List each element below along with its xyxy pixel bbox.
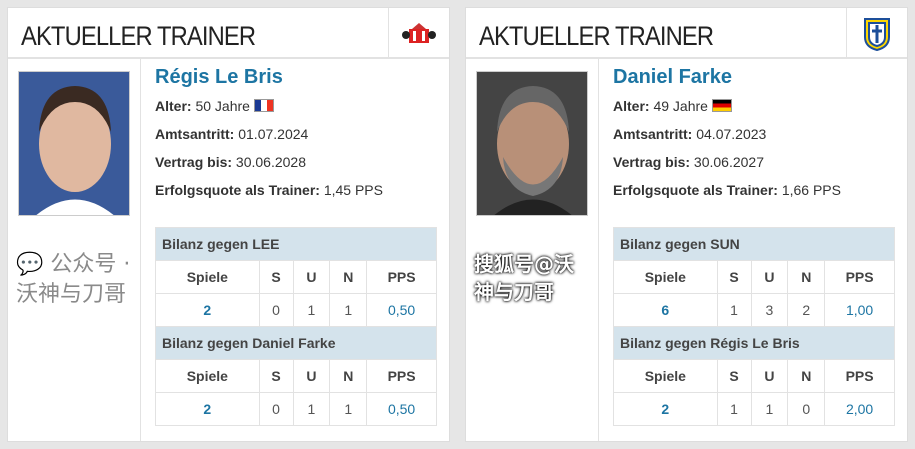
column-header: S [258, 260, 294, 294]
table-section-header: Bilanz gegen Régis Le Bris [613, 326, 895, 360]
trainer-info: Daniel Farke Alter: 49 Jahre Amtsantritt… [613, 66, 897, 207]
age-row: Alter: 49 Jahre [613, 95, 897, 123]
contract-row: Vertrag bis: 30.06.2028 [155, 154, 306, 170]
card-title: AKTUELLER TRAINER [479, 21, 714, 51]
column-header: U [750, 359, 789, 393]
card-title: AKTUELLER TRAINER [21, 21, 256, 51]
trainer-name[interactable]: Régis Le Bris [155, 66, 283, 88]
photo-column [466, 59, 599, 441]
column-header: Spiele [613, 260, 718, 294]
table-section-header: Bilanz gegen Daniel Farke [155, 326, 437, 360]
table-cell[interactable]: 0,50 [366, 293, 437, 327]
age-row: Alter: 50 Jahre [155, 95, 439, 123]
table-column-headers: Spiele S U N PPS [155, 260, 437, 294]
table-row: 2 0 1 1 0,50 [155, 392, 437, 426]
table-row: 2 1 1 0 2,00 [613, 392, 895, 426]
column-header: N [787, 260, 826, 294]
table-cell: 1 [292, 293, 331, 327]
trainer-info: Régis Le Bris Alter: 50 Jahre Amtsantrit… [155, 66, 439, 207]
column-header: Spiele [613, 359, 718, 393]
column-header: Spiele [155, 260, 260, 294]
photo-column [8, 59, 141, 441]
head-to-head-table: Bilanz gegen SUN Spiele S U N PPS 6 1 3 2 1,00 Bila… [613, 227, 895, 426]
table-cell[interactable]: 0,50 [366, 392, 437, 426]
trainer-card: AKTUELLER TRAINER Daniel Farke Alter: 49… [465, 7, 908, 442]
success-rate-row: Erfolgsquote als Trainer: 1,45 PPS [155, 182, 383, 198]
column-header: PPS [824, 359, 895, 393]
table-cell: 3 [750, 293, 789, 327]
table-cell[interactable]: 2,00 [824, 392, 895, 426]
table-column-headers: Spiele S U N PPS [155, 359, 437, 393]
appointed-row: Amtsantritt: 04.07.2023 [613, 126, 767, 142]
table-column-headers: Spiele S U N PPS [613, 359, 895, 393]
trainer-card: AKTUELLER TRAINER Régis Le Bris Alter: 5… [7, 7, 450, 442]
table-cell[interactable]: 2 [155, 392, 260, 426]
trainer-photo[interactable] [18, 71, 130, 216]
column-header: Spiele [155, 359, 260, 393]
trainer-photo[interactable] [476, 71, 588, 216]
column-header: N [787, 359, 826, 393]
column-header: S [716, 359, 752, 393]
table-cell: 1 [750, 392, 789, 426]
sohu-watermark: 搜狐号@沃神与刀哥 [474, 252, 574, 304]
table-section-header: Bilanz gegen LEE [155, 227, 437, 261]
column-header: PPS [824, 260, 895, 294]
table-cell: 1 [716, 293, 752, 327]
table-cell: 1 [716, 392, 752, 426]
table-cell[interactable]: 2 [155, 293, 260, 327]
club-logo-icon[interactable] [388, 8, 449, 59]
column-header: N [329, 359, 368, 393]
column-header: PPS [366, 260, 437, 294]
trainer-name[interactable]: Daniel Farke [613, 66, 732, 88]
wechat-watermark: 💬 公众号 · 沃神与刀哥 [16, 252, 131, 307]
table-row: 6 1 3 2 1,00 [613, 293, 895, 327]
table-cell: 1 [329, 392, 368, 426]
column-header: N [329, 260, 368, 294]
table-cell: 0 [258, 392, 294, 426]
france-flag-icon [253, 99, 274, 112]
table-cell: 0 [787, 392, 826, 426]
column-header: S [258, 359, 294, 393]
success-rate-row: Erfolgsquote als Trainer: 1,66 PPS [613, 182, 841, 198]
card-header: AKTUELLER TRAINER [8, 8, 449, 59]
appointed-row: Amtsantritt: 01.07.2024 [155, 126, 309, 142]
table-row: 2 0 1 1 0,50 [155, 293, 437, 327]
germany-flag-icon [711, 99, 732, 112]
contract-row: Vertrag bis: 30.06.2027 [613, 154, 764, 170]
table-cell[interactable]: 6 [613, 293, 718, 327]
table-cell[interactable]: 2 [613, 392, 718, 426]
column-header: PPS [366, 359, 437, 393]
table-cell: 0 [258, 293, 294, 327]
table-cell: 2 [787, 293, 826, 327]
column-header: U [292, 260, 331, 294]
table-column-headers: Spiele S U N PPS [613, 260, 895, 294]
column-header: U [292, 359, 331, 393]
column-header: U [750, 260, 789, 294]
column-header: S [716, 260, 752, 294]
card-header: AKTUELLER TRAINER [466, 8, 907, 59]
club-logo-icon[interactable] [846, 8, 907, 59]
table-cell: 1 [329, 293, 368, 327]
table-cell[interactable]: 1,00 [824, 293, 895, 327]
head-to-head-table: Bilanz gegen LEE Spiele S U N PPS 2 0 1 1 0,50 Bila… [155, 227, 437, 426]
table-section-header: Bilanz gegen SUN [613, 227, 895, 261]
table-cell: 1 [292, 392, 331, 426]
